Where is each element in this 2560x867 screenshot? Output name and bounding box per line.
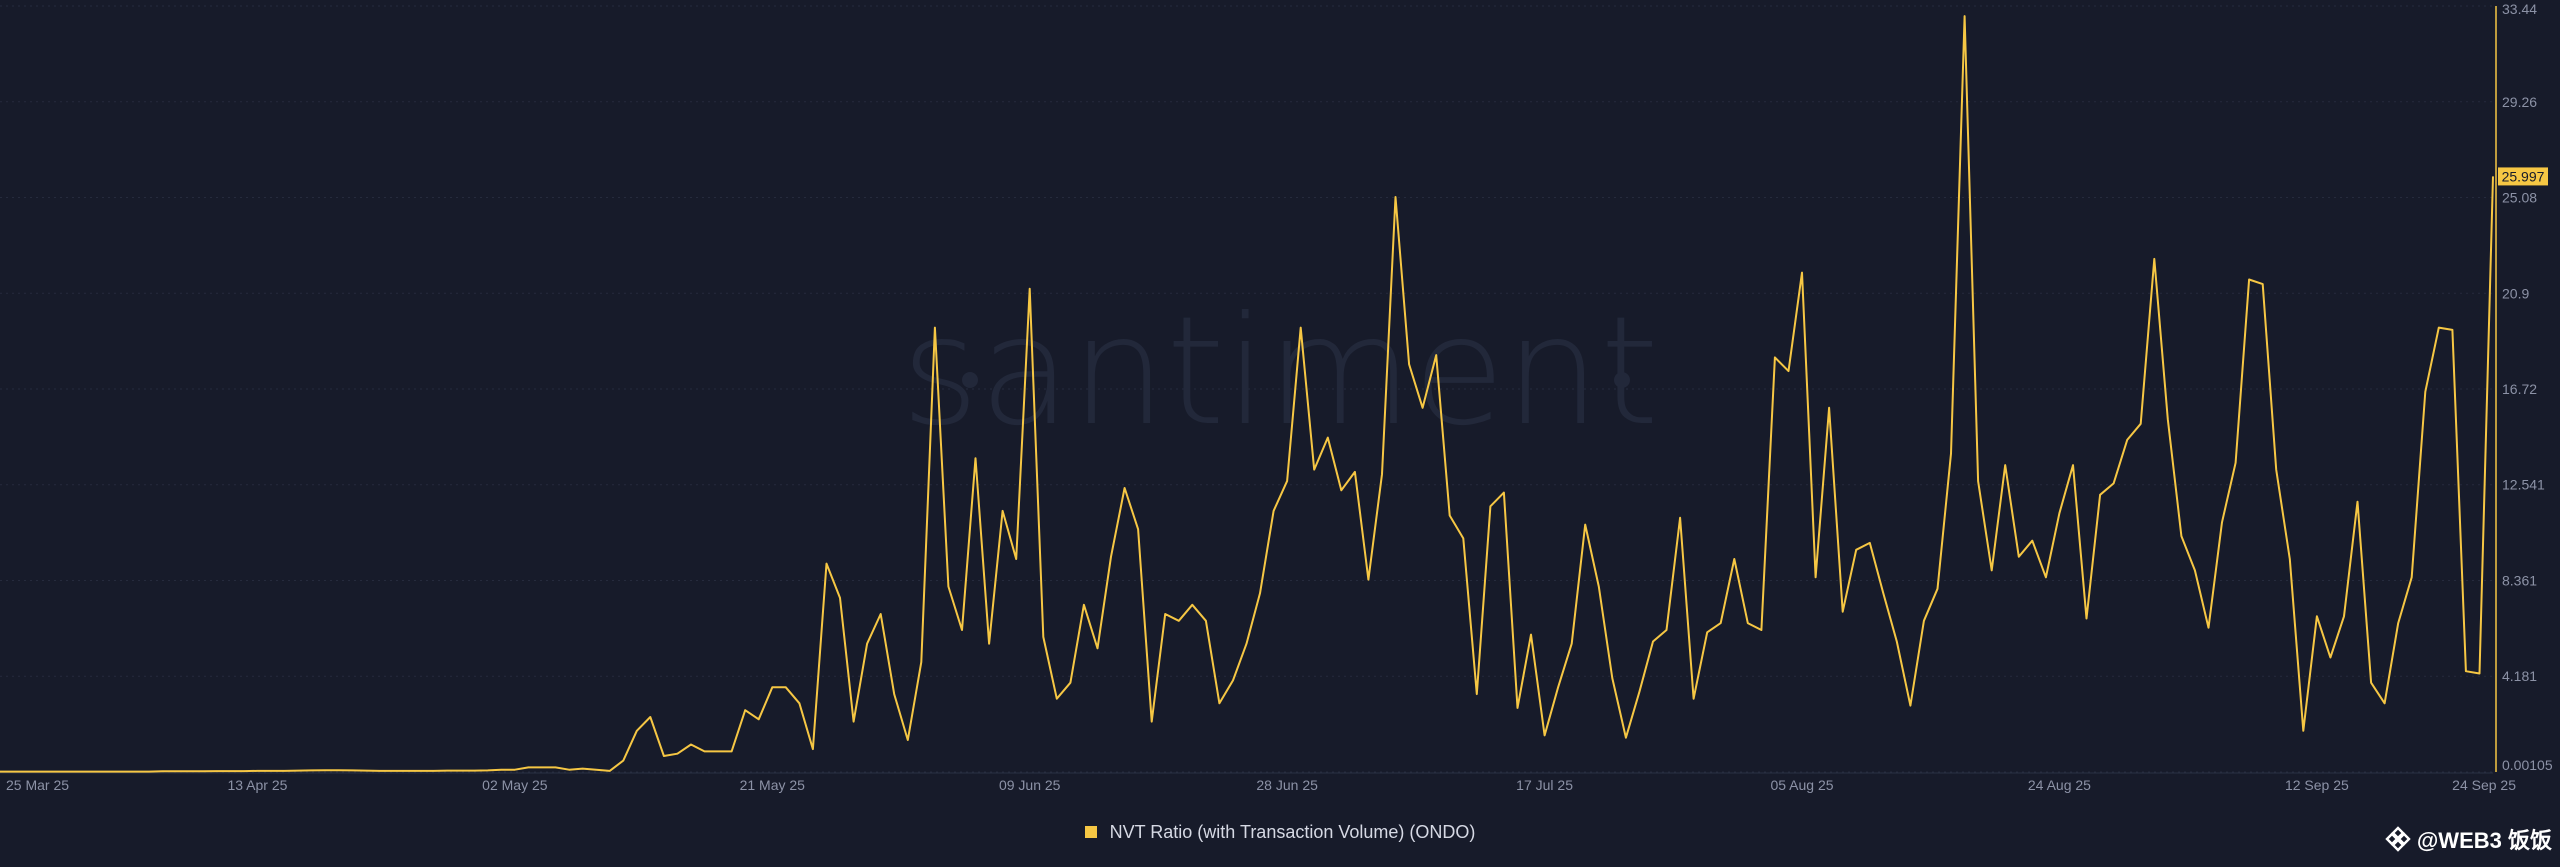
y-tick-label: 29.26 [2502,94,2537,110]
x-tick-label: 28 Jun 25 [1256,777,1318,793]
x-axis: 25 Mar 25 13 Apr 25 02 May 25 21 May 25 09 J… [0,772,2516,793]
last-value-marker: 25.997 [2498,167,2548,186]
x-tick-label: 12 Sep 25 [2285,777,2349,793]
x-tick-label: 21 May 25 [740,777,806,793]
x-tick-label: 09 Jun 25 [999,777,1061,793]
y-tick-label: 4.181 [2502,668,2537,684]
watermark-left-dot [962,372,978,388]
y-tick-label: 8.361 [2502,572,2537,588]
legend-label: NVT Ratio (with Transaction Volume) (OND… [1109,822,1476,842]
chart-grid [0,5,2493,773]
brand-text: @WEB3 饭饭 [2416,828,2552,853]
y-axis: 33.44 29.26 25.08 20.9 16.72 12.541 8.361 4.181… [2495,1,2553,773]
x-tick-label: 13 Apr 25 [227,777,287,793]
x-tick-label: 25 Mar 25 [6,777,69,793]
x-tick-label: 24 Aug 25 [2028,777,2091,793]
y-tick-label: 25.08 [2502,190,2537,206]
chart-legend[interactable]: NVT Ratio (with Transaction Volume) (OND… [0,822,2560,843]
y-tick-label: 0.00105 [2502,757,2553,773]
brand-watermark: @WEB3 饭饭 [2385,823,2552,855]
y-tick-label: 33.44 [2502,1,2537,17]
series-line-nvt-ondo [0,15,2494,773]
last-value-label: 25.997 [2502,168,2545,184]
last-value-badge [2498,167,2548,186]
x-tick-label: 02 May 25 [482,777,548,793]
y-tick-label: 12.541 [2502,477,2545,493]
x-tick-label: 24 Sep 25 [2452,777,2516,793]
santiment-watermark: santiment [901,285,1659,459]
legend-swatch [1084,826,1097,838]
watermark-text: santiment [901,285,1659,459]
x-tick-label: 05 Aug 25 [1770,777,1833,793]
watermark-right-dot [1614,372,1630,388]
binance-diamond-icon [2385,826,2411,852]
y-tick-label: 16.72 [2502,381,2537,397]
x-tick-label: 17 Jul 25 [1516,777,1573,793]
y-tick-label: 20.9 [2502,285,2529,301]
